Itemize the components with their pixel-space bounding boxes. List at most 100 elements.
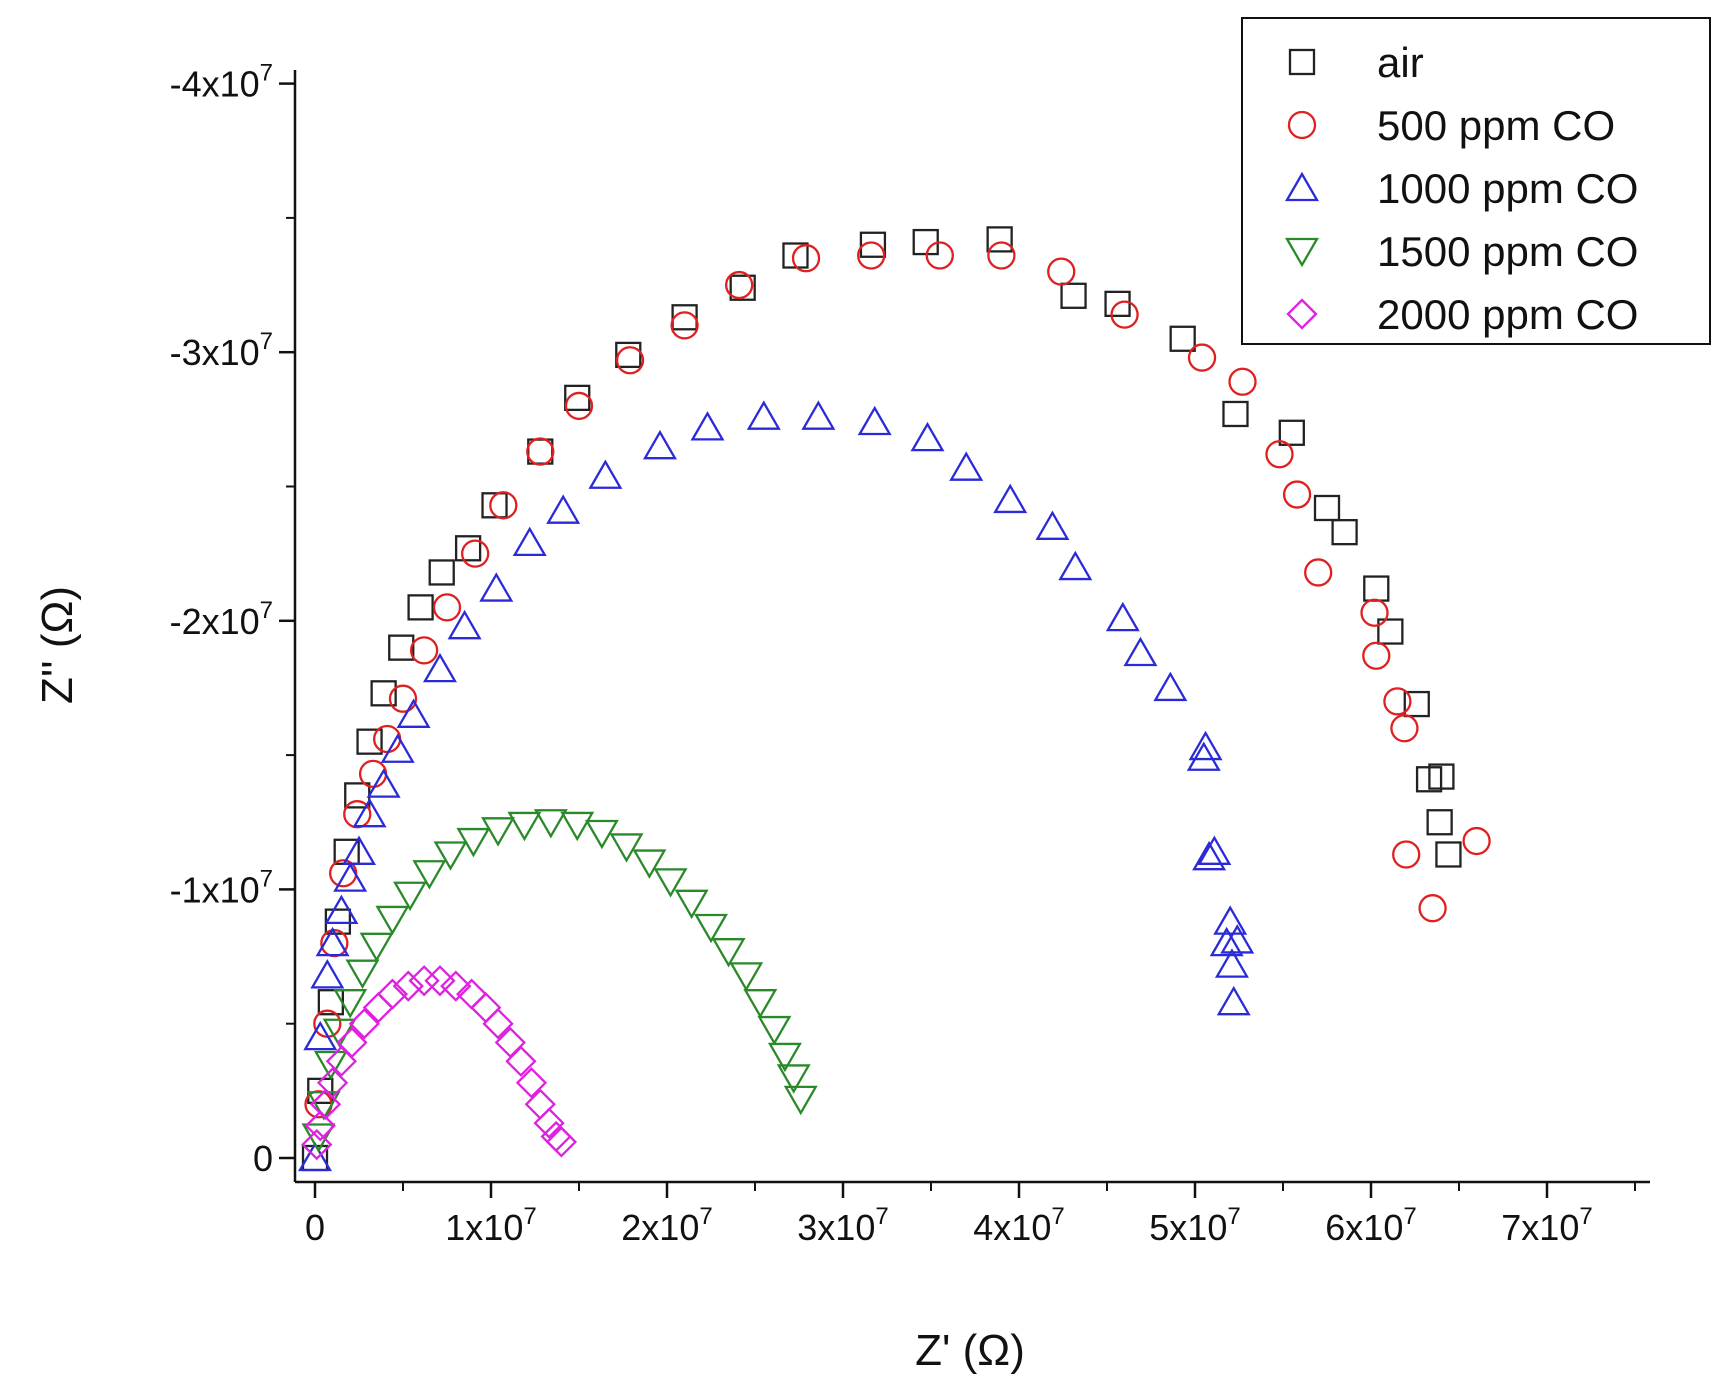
data-point — [393, 881, 428, 912]
data-point — [424, 965, 456, 997]
data-point — [690, 411, 725, 441]
x-tick-label: 5x107 — [1149, 1203, 1240, 1248]
legend-marker — [1287, 110, 1317, 140]
data-point — [1360, 598, 1389, 627]
data-point — [783, 1085, 818, 1116]
data-point — [342, 835, 376, 865]
legend-label: 2000 ppm CO — [1377, 291, 1638, 338]
data-point — [348, 1008, 380, 1040]
data-point — [725, 270, 754, 300]
data-point — [315, 926, 350, 957]
data-point — [313, 1050, 348, 1081]
data-point — [609, 833, 644, 863]
data-point — [432, 593, 462, 622]
data-point — [1392, 840, 1421, 869]
data-point — [307, 1077, 334, 1104]
data-point — [1282, 480, 1312, 509]
data-point — [1197, 835, 1232, 865]
data-point — [324, 894, 359, 925]
data-point — [1331, 519, 1358, 546]
series-2000-ppm-co — [301, 965, 578, 1161]
y-tick-label: -3x107 — [170, 328, 273, 373]
legend-marker — [1286, 298, 1318, 330]
data-point — [376, 978, 409, 1010]
data-point — [336, 1026, 368, 1059]
data-point — [481, 817, 516, 847]
data-point — [298, 1141, 332, 1172]
data-point — [1403, 690, 1430, 718]
x-tick-label: 1x107 — [445, 1203, 536, 1248]
data-point — [447, 609, 482, 640]
data-point — [1362, 641, 1391, 670]
data-point — [1110, 300, 1139, 329]
data-point — [653, 868, 688, 898]
legend-marker — [1285, 237, 1319, 268]
data-point — [912, 228, 939, 256]
x-tick-label: 3x107 — [797, 1203, 888, 1248]
series-1500-ppm-co — [301, 809, 818, 1153]
data-point — [1228, 367, 1257, 396]
data-point — [711, 938, 746, 968]
data-point — [1187, 343, 1217, 372]
data-point — [512, 526, 547, 557]
x-tick-label: 4x107 — [973, 1203, 1064, 1248]
data-point — [987, 241, 1016, 270]
data-point — [1435, 841, 1462, 868]
data-point — [1213, 905, 1248, 935]
data-point — [461, 539, 490, 568]
data-point — [859, 231, 887, 258]
data-point — [1390, 714, 1419, 743]
data-point — [910, 421, 945, 452]
x-tick-label: 0 — [305, 1207, 325, 1248]
data-point — [1383, 687, 1412, 716]
data-point — [671, 304, 698, 331]
data-point — [533, 1107, 565, 1139]
data-point — [481, 492, 508, 519]
data-point — [1104, 290, 1131, 318]
data-point — [359, 932, 394, 963]
data-point — [1426, 809, 1453, 836]
legend-label: 1000 ppm CO — [1377, 165, 1638, 212]
data-point — [1047, 257, 1076, 286]
data-point — [333, 862, 368, 892]
data-point — [729, 962, 764, 992]
legend-marker — [1285, 171, 1319, 202]
data-point — [986, 226, 1013, 253]
data-point — [1377, 618, 1404, 645]
y-tick-label: -2x107 — [170, 597, 273, 642]
data-point — [366, 768, 401, 798]
data-point — [1428, 763, 1455, 790]
data-point — [533, 809, 568, 839]
data-point — [729, 274, 756, 301]
data-point — [694, 913, 728, 944]
data-point — [482, 1008, 514, 1040]
data-point — [515, 1067, 548, 1099]
data-point — [392, 970, 424, 1002]
data-point — [545, 1126, 578, 1158]
data-point — [949, 451, 984, 481]
data-point — [615, 346, 645, 375]
data-point — [422, 652, 457, 683]
data-point — [584, 819, 619, 850]
data-point — [1304, 558, 1333, 587]
data-point — [993, 483, 1028, 514]
data-point — [767, 1042, 802, 1073]
data-point — [396, 698, 431, 728]
y-axis-title: Z'' (Ω) — [33, 586, 82, 704]
data-point — [408, 965, 440, 997]
x-axis-title: Z' (Ω) — [915, 1326, 1025, 1375]
data-point — [1186, 741, 1221, 771]
data-point — [456, 827, 491, 858]
data-point — [310, 959, 345, 989]
data-point — [316, 1067, 349, 1099]
data-point — [546, 494, 581, 524]
y-tick-label: -1x107 — [170, 865, 273, 910]
data-point — [1123, 636, 1158, 667]
data-point — [674, 889, 709, 920]
data-point — [375, 905, 410, 936]
data-point — [470, 991, 502, 1024]
data-point — [1060, 282, 1087, 309]
data-point — [857, 241, 886, 270]
data-point — [333, 989, 368, 1019]
data-point — [433, 841, 468, 871]
